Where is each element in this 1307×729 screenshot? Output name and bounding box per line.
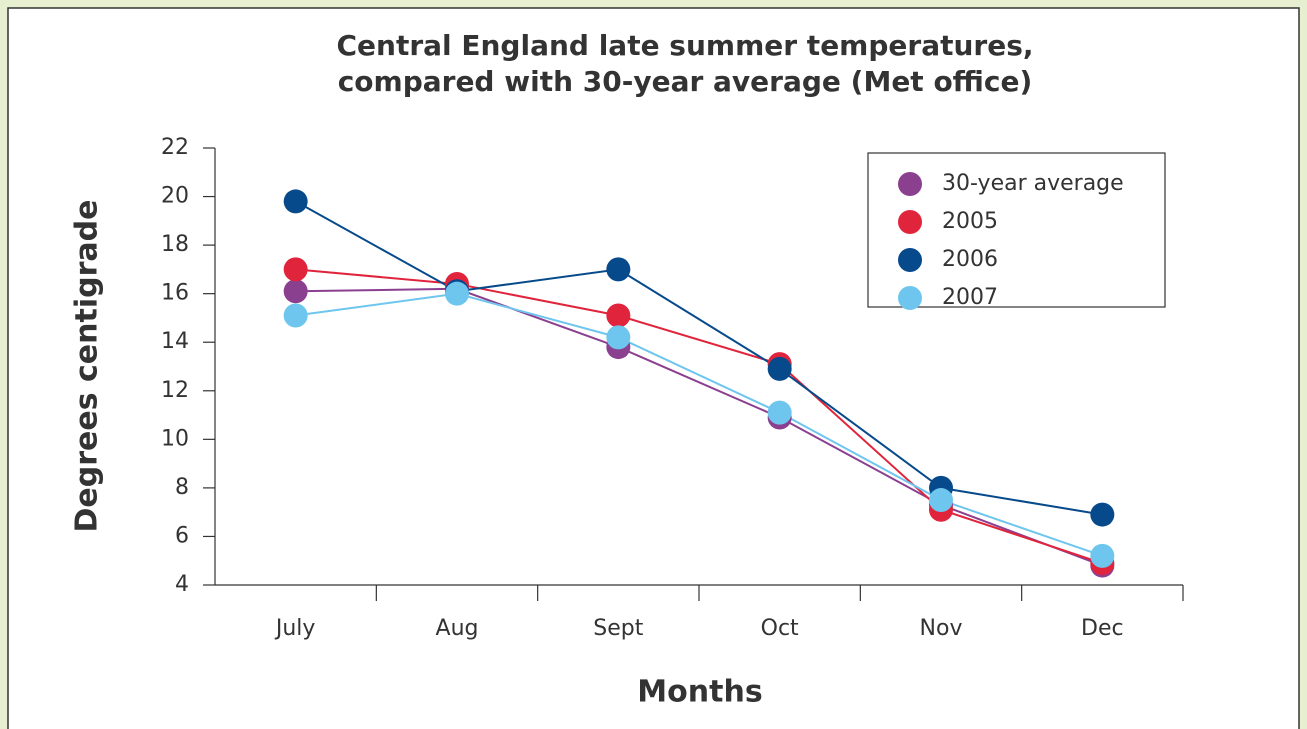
panel bbox=[7, 7, 1300, 729]
data-point bbox=[606, 303, 631, 328]
series-line bbox=[295, 268, 1103, 565]
y-axis-label: Degrees centigrade bbox=[70, 200, 105, 533]
data-point bbox=[283, 279, 308, 304]
chart-title: compared with 30-year average (Met offic… bbox=[338, 65, 1033, 98]
legend-label: 2007 bbox=[942, 285, 998, 310]
x-tick-label: Dec bbox=[1081, 616, 1124, 641]
legend-marker bbox=[898, 248, 922, 272]
data-point bbox=[1090, 543, 1115, 568]
y-tick-label: 18 bbox=[161, 232, 189, 257]
y-tick-label: 22 bbox=[161, 135, 189, 160]
x-tick-label: Oct bbox=[761, 616, 799, 641]
legend-marker bbox=[898, 286, 922, 310]
data-point bbox=[606, 325, 631, 350]
series-line bbox=[295, 292, 1103, 557]
data-point bbox=[445, 281, 469, 306]
chart-title: Central England late summer temperatures… bbox=[336, 29, 1033, 62]
y-tick-label: 20 bbox=[161, 184, 189, 209]
legend-marker bbox=[898, 172, 922, 196]
series-line bbox=[295, 200, 1103, 516]
series-line bbox=[295, 287, 1103, 567]
data-point bbox=[767, 356, 792, 381]
y-tick-label: 16 bbox=[161, 281, 189, 306]
legend-marker bbox=[898, 210, 922, 234]
y-tick-label: 8 bbox=[175, 475, 189, 500]
data-point bbox=[283, 257, 308, 282]
legend-label: 30-year average bbox=[942, 171, 1124, 196]
data-point bbox=[283, 189, 308, 214]
legend-label: 2005 bbox=[942, 209, 998, 234]
data-point bbox=[283, 303, 308, 328]
data-point bbox=[606, 257, 631, 282]
y-tick-label: 6 bbox=[175, 523, 189, 548]
y-tick-label: 4 bbox=[175, 572, 189, 597]
x-tick-label: Sept bbox=[593, 616, 643, 641]
y-tick-label: 12 bbox=[161, 378, 189, 403]
x-axis-label: Months bbox=[637, 675, 762, 710]
legend-label: 2006 bbox=[942, 247, 998, 272]
x-tick-label: Aug bbox=[436, 616, 479, 641]
x-tick-label: Nov bbox=[920, 616, 963, 641]
data-point bbox=[929, 488, 953, 513]
data-point bbox=[767, 400, 792, 425]
y-tick-label: 10 bbox=[161, 426, 189, 451]
data-point bbox=[1090, 502, 1115, 527]
y-tick-label: 14 bbox=[161, 329, 189, 354]
x-tick-label: July bbox=[274, 616, 316, 641]
